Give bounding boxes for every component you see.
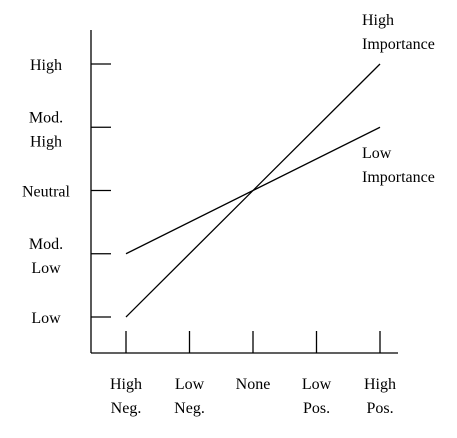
- x-tick-label: Low Neg.: [174, 376, 205, 417]
- y-ticks: Low Mod. Low Neutral Mod. High High: [22, 57, 111, 327]
- series-labels: High Importance Low Importance: [362, 12, 435, 186]
- series-lines: [125, 63, 381, 318]
- x-ticks: High Neg. Low Neg. None Low Pos. High Pos.: [110, 331, 396, 417]
- y-tick-label: Mod. Low: [29, 236, 63, 277]
- series-label: Low Importance: [362, 145, 435, 186]
- y-tick-label: Neutral: [22, 184, 71, 201]
- axes: [90, 30, 398, 354]
- series-line: [125, 126, 381, 255]
- x-tick-label: Low Pos.: [302, 376, 332, 417]
- y-tick-label: High: [30, 57, 62, 74]
- x-tick-label: High Neg.: [110, 376, 142, 417]
- series-label: High Importance: [362, 12, 435, 53]
- x-tick-label: None: [236, 376, 271, 393]
- y-tick-label: Low: [31, 310, 61, 327]
- x-tick-label: High Pos.: [364, 376, 396, 417]
- y-tick-label: Mod. High: [29, 109, 63, 150]
